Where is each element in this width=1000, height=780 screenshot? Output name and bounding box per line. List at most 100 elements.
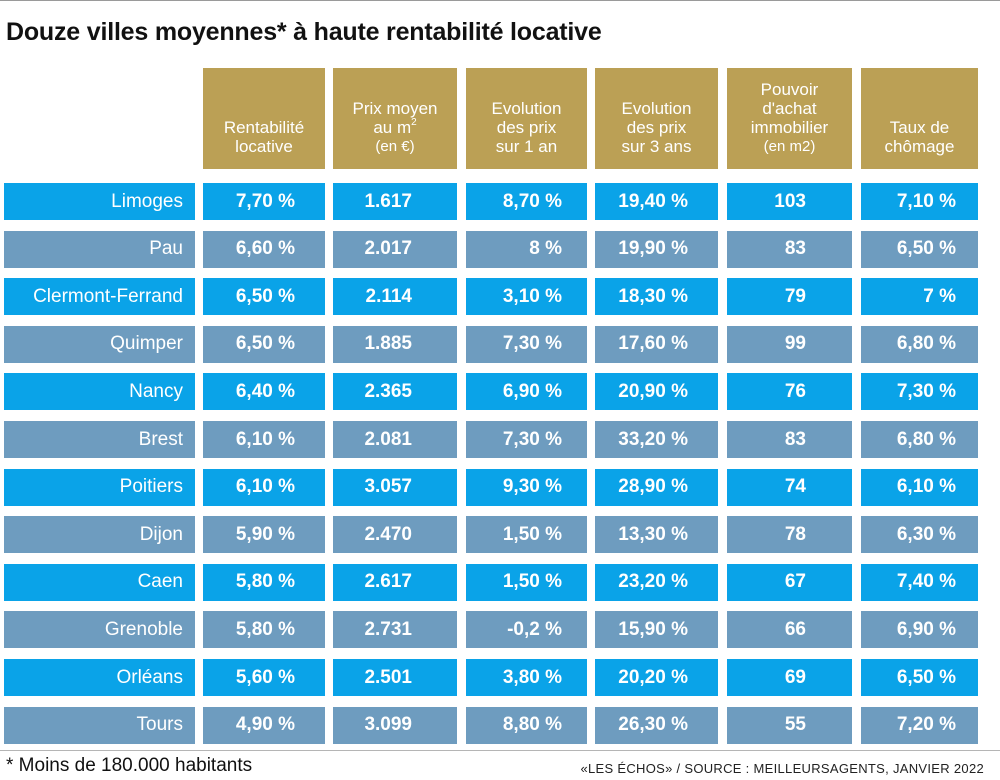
cell-evol1: 8,80 % [466,706,587,744]
cell-chomage: 6,10 % [861,468,978,506]
cell-evol3: 17,60 % [595,325,718,363]
column-header-line: Evolution [621,99,692,118]
table-row: Nancy 6,40 % 2.365 6,90 % 20,90 % 76 7,30 % [0,373,1000,411]
cell-pouvoir: 83 [727,421,852,458]
city-name: Dijon [4,516,195,554]
chart-title: Douze villes moyennes* à haute rentabili… [6,18,602,46]
cell-pouvoir: 69 [727,659,852,696]
city-name: Orléans [4,659,195,696]
cell-evol1: -0,2 % [466,611,587,649]
city-name: Quimper [4,325,195,363]
table-row: Brest 6,10 % 2.081 7,30 % 33,20 % 83 6,80 % [0,421,1000,458]
cell-pouvoir: 103 [727,183,852,220]
column-header-rentabilite: Rentabilité locative [203,68,325,169]
column-header-chomage: Taux de chômage [861,68,978,169]
cell-evol3: 33,20 % [595,421,718,458]
cell-evol1: 9,30 % [466,468,587,506]
cell-pouvoir: 78 [727,516,852,554]
cell-prix: 2.114 [333,278,457,316]
city-name: Limoges [4,183,195,220]
column-header-superscript: 2 [411,117,417,129]
cell-prix: 3.057 [333,468,457,506]
cell-evol3: 18,30 % [595,278,718,316]
cell-prix: 2.617 [333,563,457,601]
footnote: * Moins de 180.000 habitants [6,755,253,776]
column-header-line: des prix [496,118,557,137]
cell-rentabilite: 6,40 % [203,373,325,411]
cell-chomage: 6,80 % [861,421,978,458]
cell-evol3: 26,30 % [595,706,718,744]
cell-prix: 2.365 [333,373,457,411]
column-header-line: Prix moyen [352,99,438,118]
cell-rentabilite: 5,60 % [203,659,325,696]
top-rule [0,0,1000,1]
cell-evol1: 3,80 % [466,659,587,696]
cell-chomage: 6,30 % [861,516,978,554]
cell-pouvoir: 74 [727,468,852,506]
column-header-line: Evolution [491,99,562,118]
cell-prix: 3.099 [333,706,457,744]
cell-chomage: 7 % [861,278,978,316]
cell-pouvoir: 79 [727,278,852,316]
column-header-evol3: Evolution des prix sur 3 ans [595,68,718,169]
cell-evol1: 8,70 % [466,183,587,220]
cell-chomage: 7,20 % [861,706,978,744]
table-row: Orléans 5,60 % 2.501 3,80 % 20,20 % 69 6,50 % [0,659,1000,696]
cell-evol3: 13,30 % [595,516,718,554]
cell-evol1: 1,50 % [466,563,587,601]
cell-rentabilite: 5,80 % [203,611,325,649]
table-row: Pau 6,60 % 2.017 8 % 19,90 % 83 6,50 % [0,230,1000,268]
cell-prix: 2.017 [333,230,457,268]
column-header-line: sur 1 an [495,137,558,156]
column-header-evol1: Evolution des prix sur 1 an [466,68,587,169]
cell-rentabilite: 6,60 % [203,230,325,268]
column-header-line: immobilier [750,118,829,137]
table-row: Limoges 7,70 % 1.617 8,70 % 19,40 % 103 7,10 % [0,183,1000,220]
cell-rentabilite: 6,50 % [203,325,325,363]
table-row: Grenoble 5,80 % 2.731 -0,2 % 15,90 % 66 6,90 % [0,611,1000,649]
table-row: Quimper 6,50 % 1.885 7,30 % 17,60 % 99 6,80 % [0,325,1000,363]
cell-prix: 2.501 [333,659,457,696]
cell-evol3: 20,90 % [595,373,718,411]
cell-chomage: 6,80 % [861,325,978,363]
cell-evol3: 28,90 % [595,468,718,506]
cell-chomage: 7,40 % [861,563,978,601]
table-row: Tours 4,90 % 3.099 8,80 % 26,30 % 55 7,20 % [0,706,1000,744]
cell-pouvoir: 55 [727,706,852,744]
cell-evol1: 6,90 % [466,373,587,411]
cell-evol1: 7,30 % [466,325,587,363]
cell-evol1: 3,10 % [466,278,587,316]
cell-evol1: 1,50 % [466,516,587,554]
cell-evol1: 8 % [466,230,587,268]
table-row: Clermont-Ferrand 6,50 % 2.114 3,10 % 18,30 %… [0,278,1000,316]
cell-evol1: 7,30 % [466,421,587,458]
cell-chomage: 7,30 % [861,373,978,411]
cell-rentabilite: 6,50 % [203,278,325,316]
city-name: Grenoble [4,611,195,649]
cell-pouvoir: 66 [727,611,852,649]
cell-prix: 2.731 [333,611,457,649]
cell-prix: 1.885 [333,325,457,363]
cell-prix: 2.081 [333,421,457,458]
cell-rentabilite: 5,90 % [203,516,325,554]
cell-chomage: 6,50 % [861,659,978,696]
table-row: Caen 5,80 % 2.617 1,50 % 23,20 % 67 7,40 % [0,563,1000,601]
cell-pouvoir: 76 [727,373,852,411]
column-header-line: des prix [626,118,687,137]
column-header-line: chômage [884,137,955,156]
city-name: Caen [4,563,195,601]
cell-rentabilite: 5,80 % [203,563,325,601]
bottom-rule [0,750,1000,751]
cell-chomage: 6,50 % [861,230,978,268]
column-header-line: Taux de [889,118,950,137]
cell-evol3: 15,90 % [595,611,718,649]
column-header-unit: (en m2) [763,138,816,155]
city-name: Brest [4,421,195,458]
city-name: Poitiers [4,468,195,506]
city-name: Tours [4,706,195,744]
column-header-unit: (en €) [375,138,415,155]
cell-pouvoir: 67 [727,563,852,601]
column-header-line: locative [235,137,293,156]
column-header-line: Pouvoir [760,80,819,99]
